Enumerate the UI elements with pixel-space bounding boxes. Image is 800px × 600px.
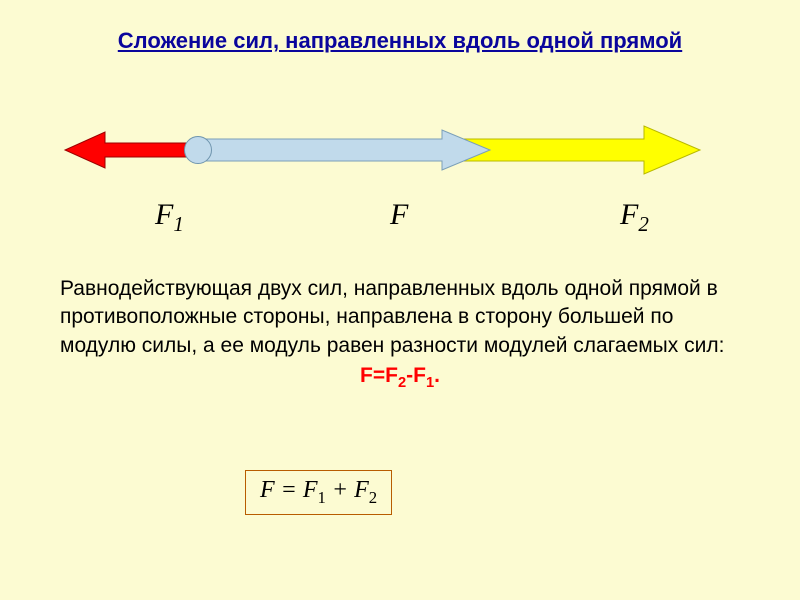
arrow-f — [200, 130, 490, 170]
label-f: F — [390, 198, 408, 237]
label-f1: F1 — [155, 198, 184, 237]
body-text-content: Равнодействующая двух сил, направленных … — [60, 275, 740, 360]
body-paragraph: Равнодействующая двух сил, направленных … — [60, 275, 740, 394]
origin-point — [184, 136, 212, 164]
force-diagram: F1 F F2 — [0, 110, 800, 250]
arrow-f1 — [65, 132, 195, 168]
arrows-svg — [0, 110, 800, 190]
label-f2: F2 — [620, 198, 649, 237]
slide-title: Сложение сил, направленных вдоль одной п… — [0, 0, 800, 54]
difference-formula: F=F2-F1. — [60, 362, 740, 394]
slide: Сложение сил, направленных вдоль одной п… — [0, 0, 800, 600]
sum-formula-box: F = F1 + F2 — [245, 470, 392, 515]
